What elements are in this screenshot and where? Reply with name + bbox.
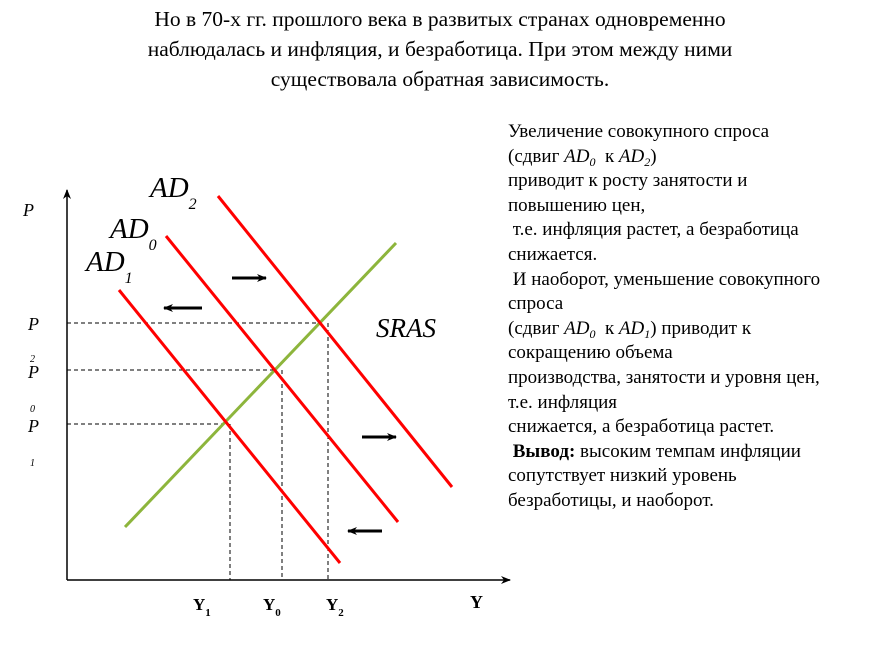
text: (сдвиг: [508, 145, 565, 167]
text-line: приводит к росту занятости и: [508, 170, 748, 192]
text: 0: [589, 326, 596, 341]
label-p0: P: [27, 362, 39, 382]
text-line: сокращению объема: [508, 342, 673, 364]
text: AD: [564, 145, 590, 167]
text-line: спроса: [508, 293, 564, 315]
text: к: [595, 145, 619, 167]
shift-arrows: [163, 274, 397, 535]
text: ) приводит к: [650, 317, 752, 339]
label-p1-sub: 1: [30, 458, 35, 469]
text: AD: [618, 145, 645, 167]
text-line: (сдвиг AD0 к AD1) приводит к: [508, 317, 895, 342]
text: AD: [618, 317, 645, 339]
title-line: наблюдалась и инфляция, и безработица. П…: [147, 37, 733, 61]
y-axis-label: P: [22, 200, 34, 220]
text: 0: [589, 154, 596, 169]
label-y2: Y2: [326, 595, 344, 619]
text-line: снижается, а безработица растет.: [508, 416, 775, 438]
label-y0: Y0: [263, 595, 281, 619]
label-p2: P: [27, 314, 39, 334]
label-ad2: AD2: [148, 172, 197, 213]
text: ): [650, 145, 657, 167]
text: к: [595, 317, 619, 339]
text: 2: [644, 154, 651, 169]
label-ad1: AD1: [84, 246, 133, 287]
text-line: Увеличение совокупного спроса: [508, 121, 770, 142]
title-line: Но в 70-х гг. прошлого века в развитых с…: [154, 7, 726, 31]
label-ad0: AD0: [108, 213, 157, 254]
ad0-curve: [164, 235, 400, 523]
guide-lines: [67, 322, 329, 580]
sras-curve: [123, 241, 398, 529]
text-line: снижается.: [508, 243, 598, 265]
text-line: т.е. инфляция: [508, 391, 618, 413]
ad1-curve: [117, 289, 342, 564]
text-line: т.е. инфляция растет, а безработица: [508, 219, 799, 241]
x-axis-label: Y: [470, 592, 483, 612]
text-line: (сдвиг AD0 к AD2): [508, 145, 895, 170]
text-line: безработицы, и наоборот.: [508, 489, 714, 511]
label-p1: P: [27, 416, 39, 436]
text: 1: [644, 326, 651, 341]
text-line: производства, занятости и уровня цен,: [508, 366, 820, 388]
text-line: сопутствует низкий уровень: [508, 465, 737, 487]
conclusion-label: Вывод:: [508, 440, 576, 462]
text: (сдвиг: [508, 317, 565, 339]
label-sras: SRAS: [376, 313, 436, 343]
text-line: И наоборот, уменьшение совокупного: [508, 268, 821, 290]
label-p2-sub: 2: [30, 354, 35, 365]
explanation-text: Увеличение совокупного спроса (сдвиг AD0…: [508, 120, 895, 514]
slide-title: Но в 70-х гг. прошлого века в развитых с…: [0, 4, 880, 94]
title-line: существовала обратная зависимость.: [270, 67, 610, 91]
ad2-curve: [216, 195, 454, 488]
text: AD: [564, 317, 590, 339]
label-p0-sub: 0: [30, 404, 35, 415]
label-y1: Y1: [193, 595, 211, 619]
text-line: повышению цен,: [508, 194, 646, 216]
text: высоким темпам инфляции: [575, 440, 801, 462]
text-line: Вывод: высоким темпам инфляции: [508, 440, 895, 465]
